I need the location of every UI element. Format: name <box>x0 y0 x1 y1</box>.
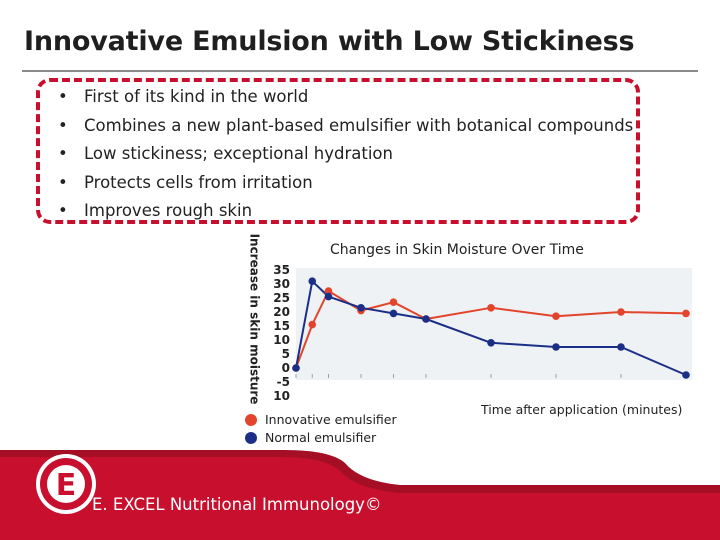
y-tick-label: 5 <box>282 347 290 361</box>
bullet-marker: • <box>58 201 68 220</box>
data-point-normal <box>682 371 690 379</box>
y-tick-label: 10 <box>273 389 290 403</box>
y-tick-label: 20 <box>273 305 290 319</box>
y-tick-label: 10 <box>273 333 290 347</box>
bullet-item: • Improves rough skin <box>58 197 633 226</box>
legend-item-normal: Normal emulsifier <box>245 429 397 447</box>
y-tick-label: -5 <box>277 375 290 389</box>
bullet-highlight-box <box>36 78 640 224</box>
bullet-text: First of its kind in the world <box>84 87 309 106</box>
logo-letter: E <box>56 468 77 503</box>
chart-title: Changes in Skin Moisture Over Time <box>330 242 584 258</box>
legend-marker-innovative <box>245 414 257 426</box>
bullet-marker: • <box>58 172 68 192</box>
bullet-marker: • <box>58 87 68 106</box>
x-axis-label: Time after application (minutes) <box>481 402 683 417</box>
y-tick-label: 15 <box>273 319 290 333</box>
data-point-innovative <box>487 304 495 312</box>
bullet-text: Protects cells from irritation <box>84 172 313 192</box>
bullet-item: • Protects cells from irritation <box>58 169 633 198</box>
data-point-normal <box>422 315 430 323</box>
bullet-item: • Combines a new plant-based emulsifier w… <box>58 112 633 141</box>
bullet-list: • First of its kind in the world • Combine… <box>58 83 633 226</box>
footer-brand-text: E. EXCEL Nutritional Immunology© <box>92 495 382 514</box>
footer-band <box>0 450 720 540</box>
data-point-innovative <box>389 298 398 307</box>
data-point-normal <box>389 309 398 318</box>
slide-title: Innovative Emulsion with Low Stickiness <box>24 26 635 57</box>
data-point-normal <box>552 343 560 351</box>
data-point-innovative <box>308 320 317 329</box>
data-point-innovative <box>682 309 690 318</box>
bullet-marker: • <box>58 115 68 135</box>
bullet-text: Improves rough skin <box>84 201 253 220</box>
legend-marker-normal <box>245 432 257 444</box>
series-line-innovative <box>295 290 687 369</box>
bullet-text: Combines a new plant-based emulsifier wi… <box>84 115 634 135</box>
bullet-text: Low stickiness; exceptional hydration <box>84 144 393 163</box>
y-tick-label: 25 <box>273 291 290 305</box>
chart-legend: Innovative emulsifier Normal emulsifier <box>245 411 397 447</box>
data-point-innovative <box>324 287 333 295</box>
excel-e-logo-icon: E <box>36 454 96 514</box>
data-point-normal <box>617 343 625 351</box>
bullet-item: • First of its kind in the world <box>58 83 633 112</box>
data-point-normal <box>308 277 317 286</box>
data-point-innovative <box>552 312 560 321</box>
legend-label-innovative: Innovative emulsifier <box>265 412 397 427</box>
data-point-normal <box>487 339 495 347</box>
y-tick-label: 30 <box>273 277 290 291</box>
legend-item-innovative: Innovative emulsifier <box>245 411 397 429</box>
bullet-marker: • <box>58 144 68 163</box>
data-point-normal <box>292 364 300 372</box>
title-divider <box>22 70 698 72</box>
data-point-innovative <box>617 308 625 316</box>
y-tick-label: 35 <box>273 263 290 277</box>
legend-label-normal: Normal emulsifier <box>265 430 377 445</box>
bullet-item: • Low stickiness; exceptional hydration <box>58 140 633 169</box>
data-point-normal <box>357 304 365 312</box>
y-tick-label: 0 <box>282 361 290 375</box>
plot-area <box>296 268 692 380</box>
data-point-normal <box>324 292 333 301</box>
series-line-normal <box>295 280 687 376</box>
